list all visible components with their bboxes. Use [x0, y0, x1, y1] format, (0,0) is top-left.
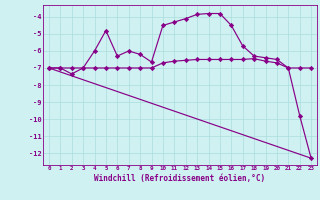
X-axis label: Windchill (Refroidissement éolien,°C): Windchill (Refroidissement éolien,°C) [94, 174, 266, 183]
